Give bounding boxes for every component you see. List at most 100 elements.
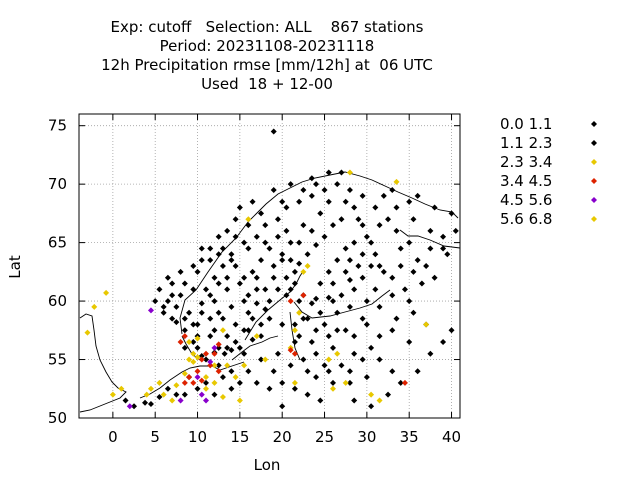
legend-entry-label: 3.4 4.5 bbox=[500, 172, 552, 190]
data-point-series-3 bbox=[300, 292, 307, 299]
data-point-series-1 bbox=[321, 321, 328, 328]
data-point-series-0 bbox=[359, 274, 366, 281]
data-point-series-0 bbox=[164, 298, 171, 305]
data-point-series-0 bbox=[368, 344, 375, 351]
data-point-series-0 bbox=[346, 277, 353, 284]
data-point-series-0 bbox=[228, 385, 235, 392]
data-point-series-2 bbox=[330, 385, 336, 392]
data-point-series-1 bbox=[287, 239, 294, 246]
data-point-series-0 bbox=[300, 315, 307, 322]
data-point-series-0 bbox=[346, 257, 353, 264]
data-point-series-0 bbox=[186, 309, 193, 316]
data-point-series-0 bbox=[224, 333, 231, 340]
x-tick-label: 10 bbox=[188, 428, 207, 446]
data-point-series-0 bbox=[262, 222, 269, 229]
data-point-series-0 bbox=[376, 222, 383, 229]
data-point-series-1 bbox=[194, 344, 201, 351]
data-point-series-0 bbox=[363, 233, 370, 240]
data-point-series-3 bbox=[177, 339, 184, 345]
data-point-series-0 bbox=[245, 245, 252, 252]
data-point-series-1 bbox=[274, 350, 281, 357]
data-point-series-1 bbox=[258, 210, 265, 217]
data-point-series-0 bbox=[368, 263, 375, 269]
data-point-series-0 bbox=[219, 263, 226, 269]
data-point-series-2 bbox=[103, 289, 110, 296]
data-point-series-1 bbox=[279, 257, 286, 264]
data-point-series-2 bbox=[325, 356, 332, 363]
chart-title: Exp: cutoff Selection: ALL 867 stations … bbox=[0, 18, 534, 94]
data-point-series-1 bbox=[296, 298, 303, 305]
data-point-series-0 bbox=[203, 379, 209, 386]
data-point-series-1 bbox=[287, 286, 294, 293]
data-point-series-0 bbox=[355, 216, 362, 223]
data-point-series-0 bbox=[431, 274, 438, 281]
data-point-series-1 bbox=[232, 233, 239, 240]
data-point-series-0 bbox=[376, 303, 383, 310]
data-point-series-1 bbox=[215, 362, 222, 369]
data-point-series-4 bbox=[147, 307, 154, 314]
y-tick-label: 55 bbox=[48, 351, 67, 369]
x-tick-label: 5 bbox=[150, 428, 160, 446]
data-point-series-2 bbox=[219, 327, 226, 334]
data-point-series-0 bbox=[156, 286, 163, 293]
data-point-series-1 bbox=[224, 274, 231, 281]
data-point-series-5 bbox=[173, 382, 180, 389]
data-point-series-0 bbox=[321, 362, 328, 369]
data-point-series-0 bbox=[397, 263, 404, 269]
data-point-series-2 bbox=[334, 350, 341, 357]
data-point-series-2 bbox=[296, 309, 303, 316]
data-point-series-2 bbox=[376, 397, 383, 404]
data-point-series-0 bbox=[245, 368, 252, 375]
data-point-series-0 bbox=[198, 257, 205, 264]
data-point-series-0 bbox=[224, 286, 231, 293]
data-point-series-3 bbox=[287, 298, 294, 305]
data-point-series-1 bbox=[258, 333, 265, 340]
data-point-series-0 bbox=[418, 280, 425, 287]
data-point-series-2 bbox=[393, 178, 400, 185]
data-point-series-0 bbox=[406, 239, 413, 246]
data-point-series-0 bbox=[291, 280, 298, 287]
data-point-series-0 bbox=[249, 315, 256, 322]
data-point-series-0 bbox=[283, 204, 290, 211]
data-point-series-0 bbox=[122, 397, 129, 404]
data-point-series-1 bbox=[279, 321, 286, 328]
data-point-series-1 bbox=[389, 274, 396, 281]
data-point-series-0 bbox=[368, 403, 375, 410]
data-point-series-0 bbox=[258, 257, 265, 264]
data-point-series-0 bbox=[228, 251, 235, 258]
data-point-series-2 bbox=[241, 362, 248, 369]
data-point-series-1 bbox=[291, 321, 298, 328]
data-point-series-0 bbox=[342, 245, 349, 252]
data-point-series-2 bbox=[186, 339, 193, 345]
data-point-series-1 bbox=[368, 239, 375, 246]
data-point-series-0 bbox=[351, 350, 358, 357]
data-point-series-0 bbox=[283, 227, 290, 234]
data-point-series-0 bbox=[346, 187, 353, 193]
data-point-series-0 bbox=[351, 239, 358, 246]
data-point-series-1 bbox=[440, 245, 447, 252]
data-point-series-0 bbox=[351, 286, 358, 293]
data-point-series-2 bbox=[84, 329, 91, 336]
data-point-series-1 bbox=[410, 216, 417, 223]
data-point-series-2 bbox=[368, 391, 375, 398]
legend-entry-label: 5.6 6.8 bbox=[500, 210, 552, 228]
data-point-series-0 bbox=[444, 251, 451, 258]
data-point-series-0 bbox=[376, 356, 383, 363]
data-point-series-0 bbox=[228, 303, 235, 310]
x-axis-label: Lon bbox=[254, 456, 281, 474]
data-point-series-0 bbox=[173, 319, 180, 326]
legend-marker bbox=[591, 216, 597, 222]
data-point-series-2 bbox=[109, 391, 116, 398]
data-point-series-1 bbox=[300, 222, 307, 229]
data-point-series-0 bbox=[363, 321, 370, 328]
data-point-series-1 bbox=[393, 315, 400, 322]
data-point-series-0 bbox=[393, 204, 400, 211]
data-point-series-1 bbox=[207, 333, 214, 340]
data-point-series-1 bbox=[334, 327, 341, 334]
data-point-series-2 bbox=[160, 391, 167, 398]
data-point-series-0 bbox=[308, 192, 315, 199]
data-point-series-0 bbox=[274, 286, 281, 293]
data-point-series-1 bbox=[410, 268, 417, 275]
data-point-series-0 bbox=[385, 391, 392, 398]
data-point-series-0 bbox=[142, 399, 149, 406]
